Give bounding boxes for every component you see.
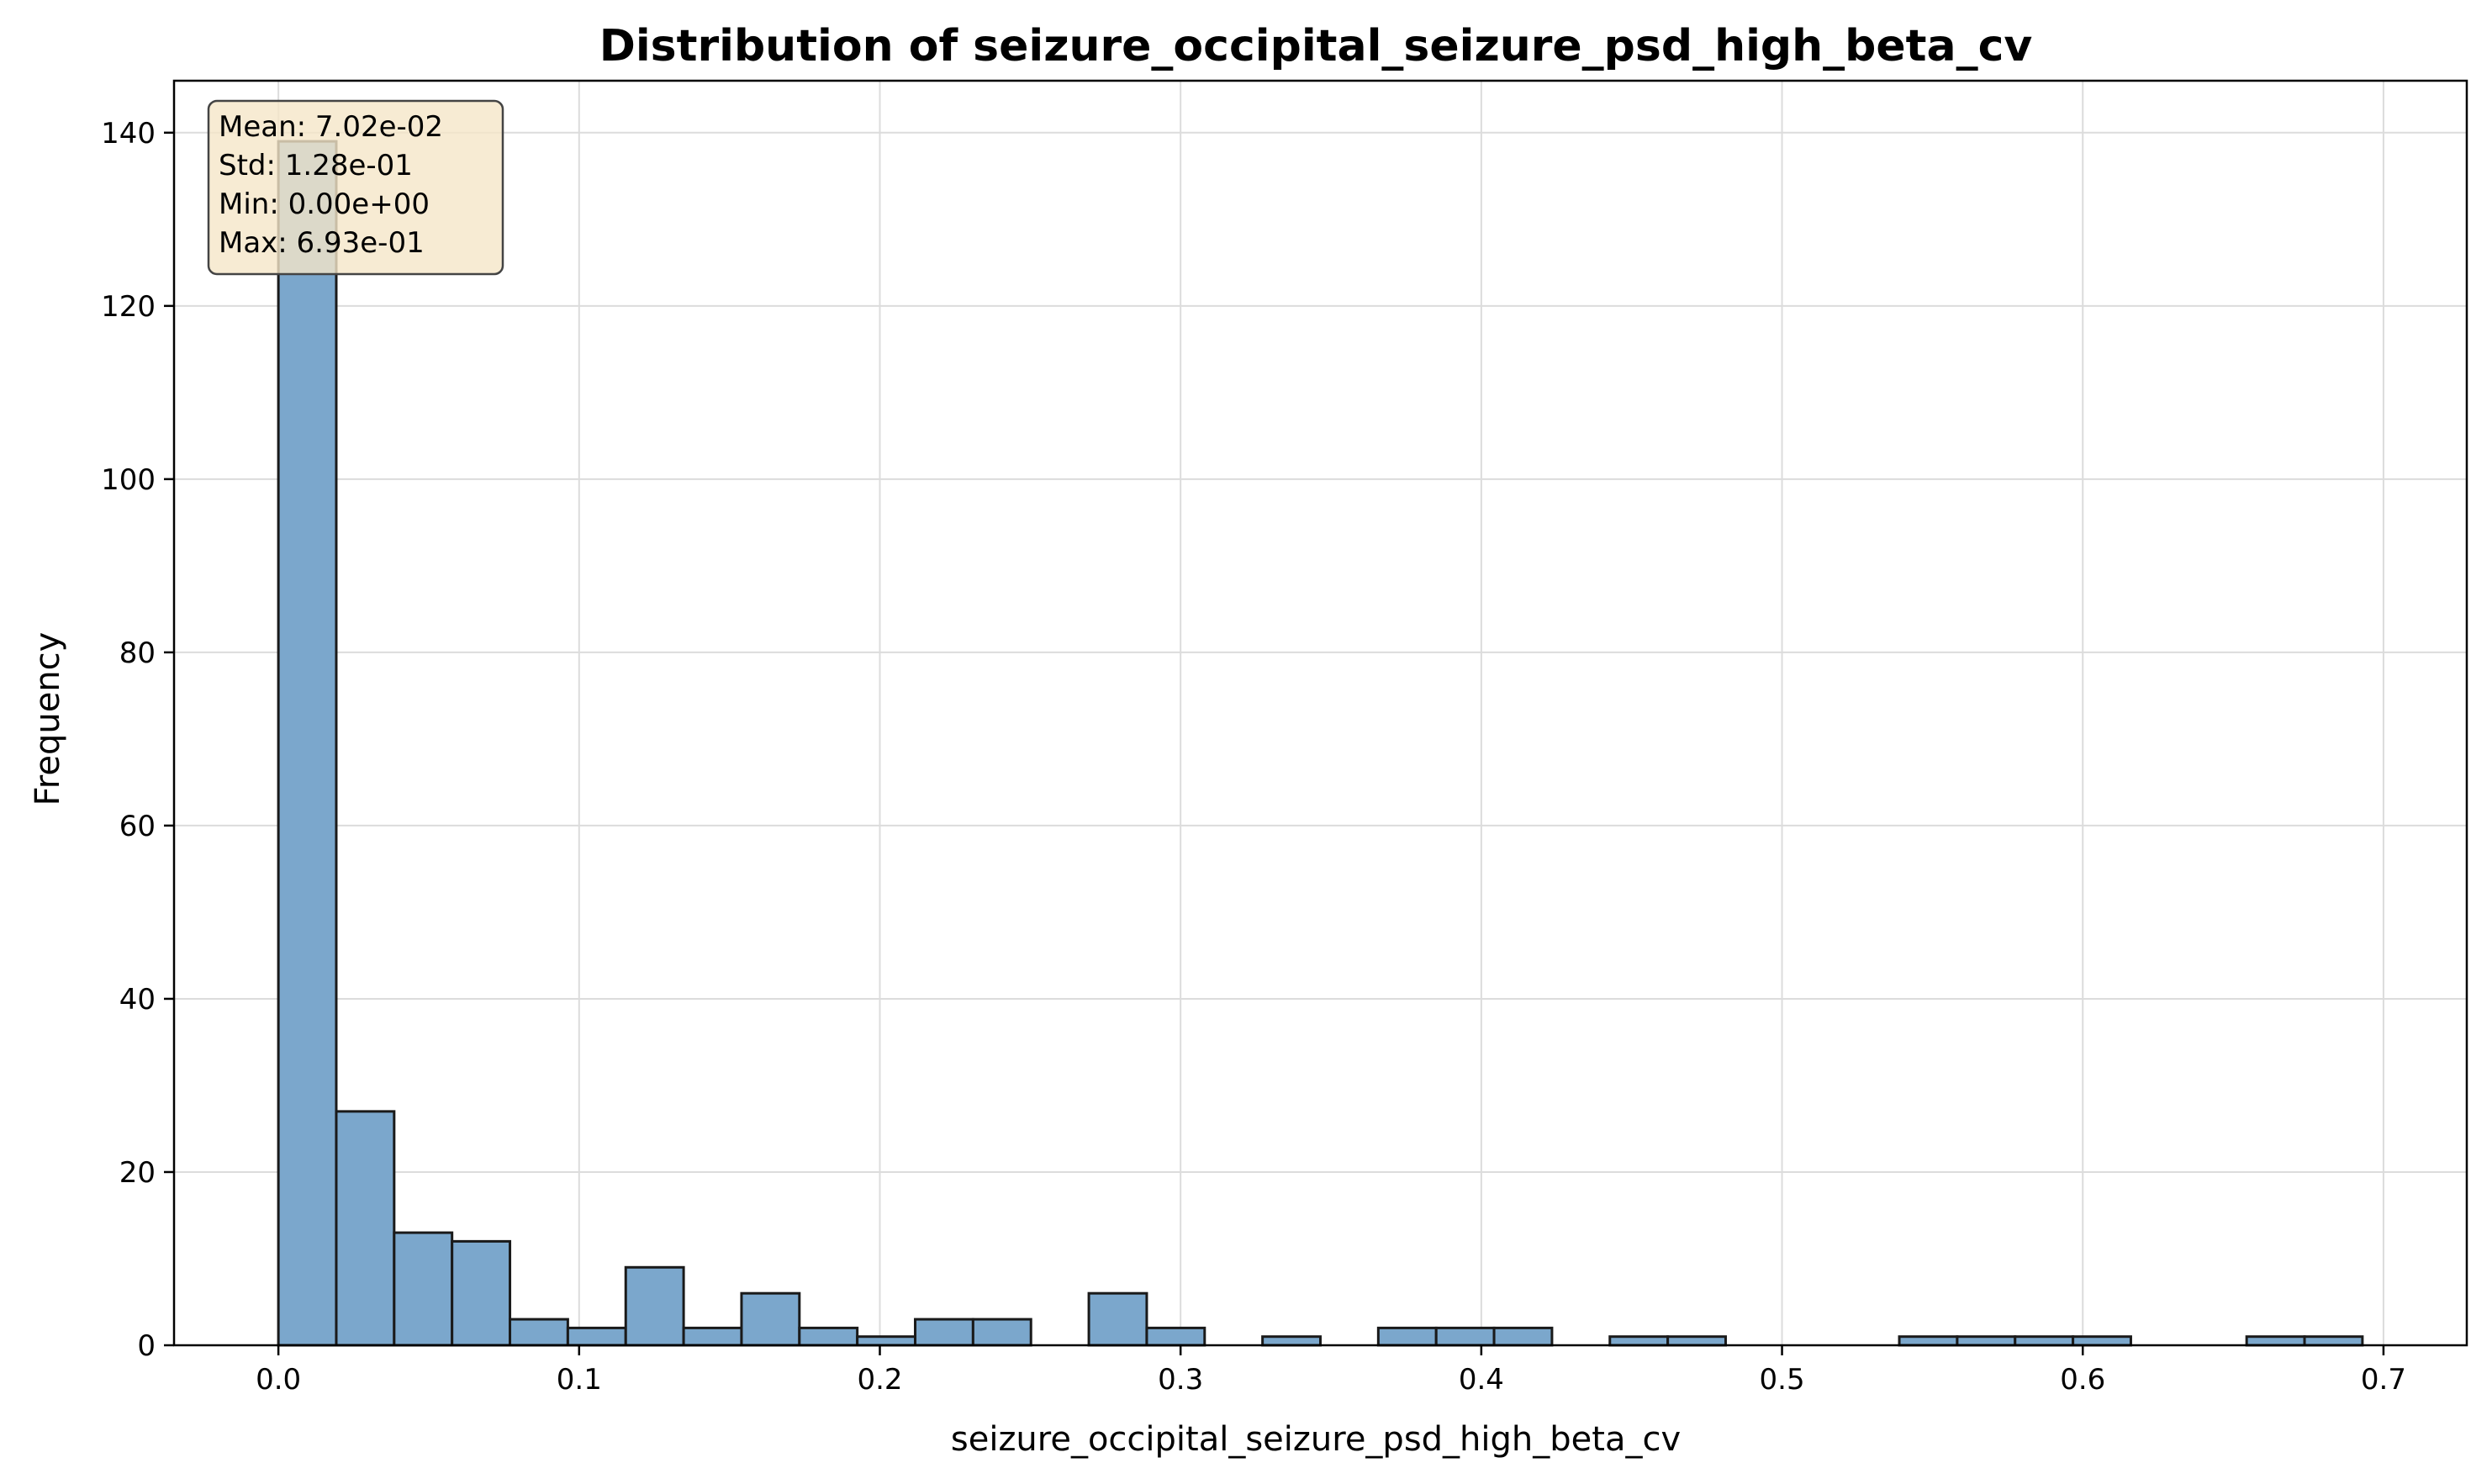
histogram-bar	[971, 1318, 1032, 1347]
histogram-bar	[798, 1326, 859, 1347]
histogram-bar	[1434, 1326, 1496, 1347]
stats-line: Std: 1.28e-01	[219, 149, 413, 182]
histogram-bar	[1666, 1335, 1727, 1347]
stats-box-background	[207, 99, 504, 276]
x-tick-label: 0.4	[1459, 1363, 1504, 1397]
x-tick-label: 0.5	[1760, 1363, 1805, 1397]
histogram-bar	[2245, 1335, 2306, 1347]
histogram-bar	[335, 1110, 396, 1347]
histogram-bar	[277, 140, 338, 1347]
histogram-bar	[1087, 1291, 1148, 1347]
histogram-bar	[914, 1318, 974, 1347]
stats-line: Max: 6.93e-01	[219, 226, 425, 260]
plot-frame	[172, 79, 2468, 1347]
x-tick-label: 0.7	[2361, 1363, 2406, 1397]
histogram-bar	[1898, 1335, 1959, 1347]
histogram-bar	[682, 1326, 743, 1347]
x-tick-label: 0.3	[1158, 1363, 1203, 1397]
histogram-bar	[451, 1239, 512, 1347]
x-tick-label: 0.0	[256, 1363, 301, 1397]
histogram-bar	[1956, 1335, 2017, 1347]
stats-line: Mean: 7.02e-02	[219, 110, 443, 144]
y-tick-label: 40	[119, 983, 156, 1017]
grid-layer	[174, 81, 2467, 1346]
chart-title: Distribution of seizure_occipital_seizur…	[599, 21, 2033, 71]
histogram-bar	[2303, 1335, 2364, 1347]
y-tick-label: 140	[101, 117, 156, 151]
x-tick-label: 0.2	[857, 1363, 902, 1397]
stats-box: Mean: 7.02e-02 Std: 1.28e-01 Min: 0.00e+00…	[207, 99, 504, 276]
histogram-bar	[566, 1326, 627, 1347]
histogram-bar	[2072, 1335, 2132, 1347]
histogram-bar	[1261, 1335, 1322, 1347]
y-tick-label: 120	[101, 290, 156, 324]
histogram-bar	[1376, 1326, 1438, 1347]
y-tick-label: 60	[119, 810, 156, 843]
histogram-bar	[509, 1318, 569, 1347]
stats-line: Min: 0.00e+00	[219, 187, 430, 221]
y-tick-label: 80	[119, 636, 156, 670]
histogram-bar	[740, 1291, 801, 1347]
histogram-bar	[856, 1335, 917, 1347]
histogram-bar	[2014, 1335, 2075, 1347]
histogram-bar	[1492, 1326, 1554, 1347]
x-axis-title: seizure_occipital_seizure_psd_high_beta_…	[951, 1420, 1681, 1459]
axes-layer: 0.0 0.1 0.2 0.3 0.4 0.5 0.6 0.7 0 20 40 60 80 100 120 1…	[101, 79, 2468, 1397]
x-tick-label: 0.6	[2060, 1363, 2105, 1397]
histogram-bar	[393, 1231, 454, 1347]
y-tick-label: 20	[119, 1156, 156, 1190]
y-tick-label: 100	[101, 463, 156, 497]
histogram-bar	[1608, 1335, 1670, 1347]
bars-layer	[277, 140, 2364, 1347]
histogram-bar	[624, 1265, 685, 1347]
x-tick-label: 0.1	[557, 1363, 602, 1397]
y-axis-title: Frequency	[29, 632, 67, 806]
histogram-bar	[1145, 1326, 1206, 1347]
y-tick-label: 0	[137, 1329, 156, 1363]
